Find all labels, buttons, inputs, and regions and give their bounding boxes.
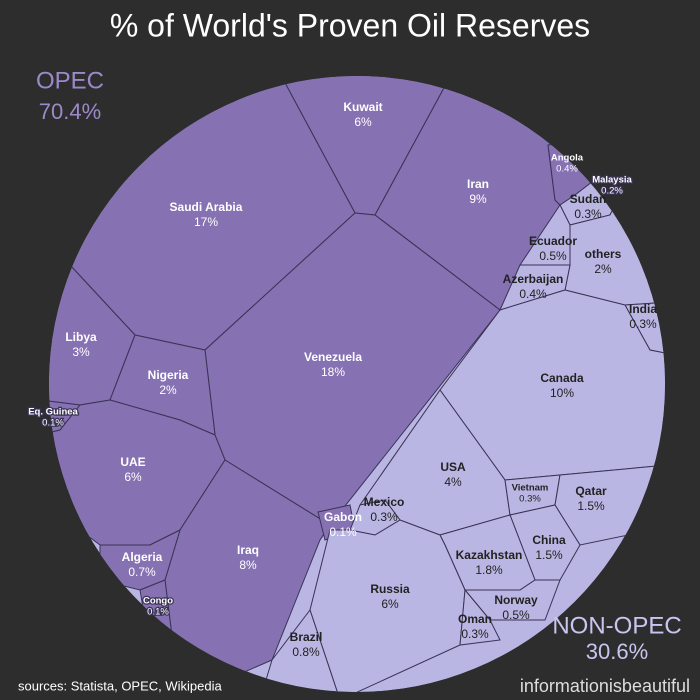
cell: [459, 588, 501, 646]
cell-name: Norway: [494, 593, 538, 607]
cell-value: 0.7%: [128, 565, 156, 579]
cell-value: 6%: [354, 115, 372, 129]
cell-value: 2%: [159, 383, 177, 397]
cell-value: 0.3%: [519, 494, 541, 505]
cell-value: 3%: [72, 345, 90, 359]
cell-name: Eq. Guinea: [28, 407, 78, 418]
cell-value: 0.3%: [370, 510, 398, 524]
cell-name: Qatar: [575, 484, 607, 498]
cell-value: 1.5%: [577, 499, 605, 513]
chart-title: % of World's Proven Oil Reserves: [110, 7, 590, 43]
cell-value: 0.1%: [147, 607, 169, 618]
cell-value: 6%: [124, 470, 142, 484]
cell-name: Nigeria: [148, 368, 189, 382]
cell-value: 0.3%: [574, 207, 602, 221]
cell-value: 0.5%: [502, 608, 530, 622]
cell-value: 8%: [239, 558, 257, 572]
cell-value: 0.3%: [629, 317, 657, 331]
cell-value: 0.4%: [556, 164, 578, 175]
cell-value: 1.5%: [535, 548, 563, 562]
cell-name: Iraq: [237, 543, 259, 557]
voronoi: [49, 76, 665, 692]
group-total: 70.4%: [39, 99, 101, 124]
group-name: OPEC: [36, 67, 104, 94]
cell-name: UAE: [120, 455, 145, 469]
cell-value: 0.2%: [601, 186, 623, 197]
cell-value: 0.5%: [539, 249, 567, 263]
cell-value: 0.8%: [292, 645, 320, 659]
cell-name: Kuwait: [343, 100, 382, 114]
cell-name: Oman: [458, 612, 492, 626]
cell-value: 2%: [594, 262, 612, 276]
cell-name: Canada: [540, 371, 584, 385]
cell-name: India: [629, 302, 657, 316]
credit: informationisbeautiful: [520, 676, 690, 696]
cell-value: 0.1%: [329, 525, 357, 539]
cell-value: 17%: [194, 215, 218, 229]
cell-name: Mexico: [364, 495, 405, 509]
cell-name: Algeria: [122, 550, 163, 564]
cell-name: Iran: [467, 177, 489, 191]
cell-name: Azerbaijan: [503, 272, 564, 286]
cell-name: others: [585, 247, 622, 261]
cell-value: 9%: [469, 192, 487, 206]
cell-name: Venezuela: [304, 350, 362, 364]
cell-value: 1.8%: [475, 563, 503, 577]
cell-name: Brazil: [290, 630, 323, 644]
cell-value: 4%: [444, 475, 462, 489]
cell-name: Congo: [143, 596, 173, 607]
cell-value: 18%: [321, 365, 345, 379]
cell-name: Malaysia: [592, 175, 632, 186]
cell-name: Kazakhstan: [456, 548, 523, 562]
cell-value: 0.3%: [461, 627, 489, 641]
cell-name: Libya: [65, 330, 97, 344]
cell-name: China: [532, 533, 566, 547]
cell-name: Ecuador: [529, 234, 577, 248]
cell-value: 0.4%: [519, 287, 547, 301]
cell-name: Russia: [370, 582, 410, 596]
group-name: NON-OPEC: [552, 612, 681, 639]
cell-name: Saudi Arabia: [170, 200, 243, 214]
cell-name: Sudan: [570, 192, 607, 206]
cell-value: 6%: [381, 597, 399, 611]
source: sources: Statista, OPEC, Wikipedia: [18, 678, 223, 693]
group-total: 30.6%: [586, 639, 648, 664]
cell-name: Gabon: [324, 510, 362, 524]
cell-value: 0.1%: [42, 418, 64, 429]
cell-name: USA: [440, 460, 466, 474]
cell-value: 10%: [550, 386, 574, 400]
cell-name: Vietnam: [512, 483, 549, 494]
cell-name: Angola: [551, 153, 584, 164]
